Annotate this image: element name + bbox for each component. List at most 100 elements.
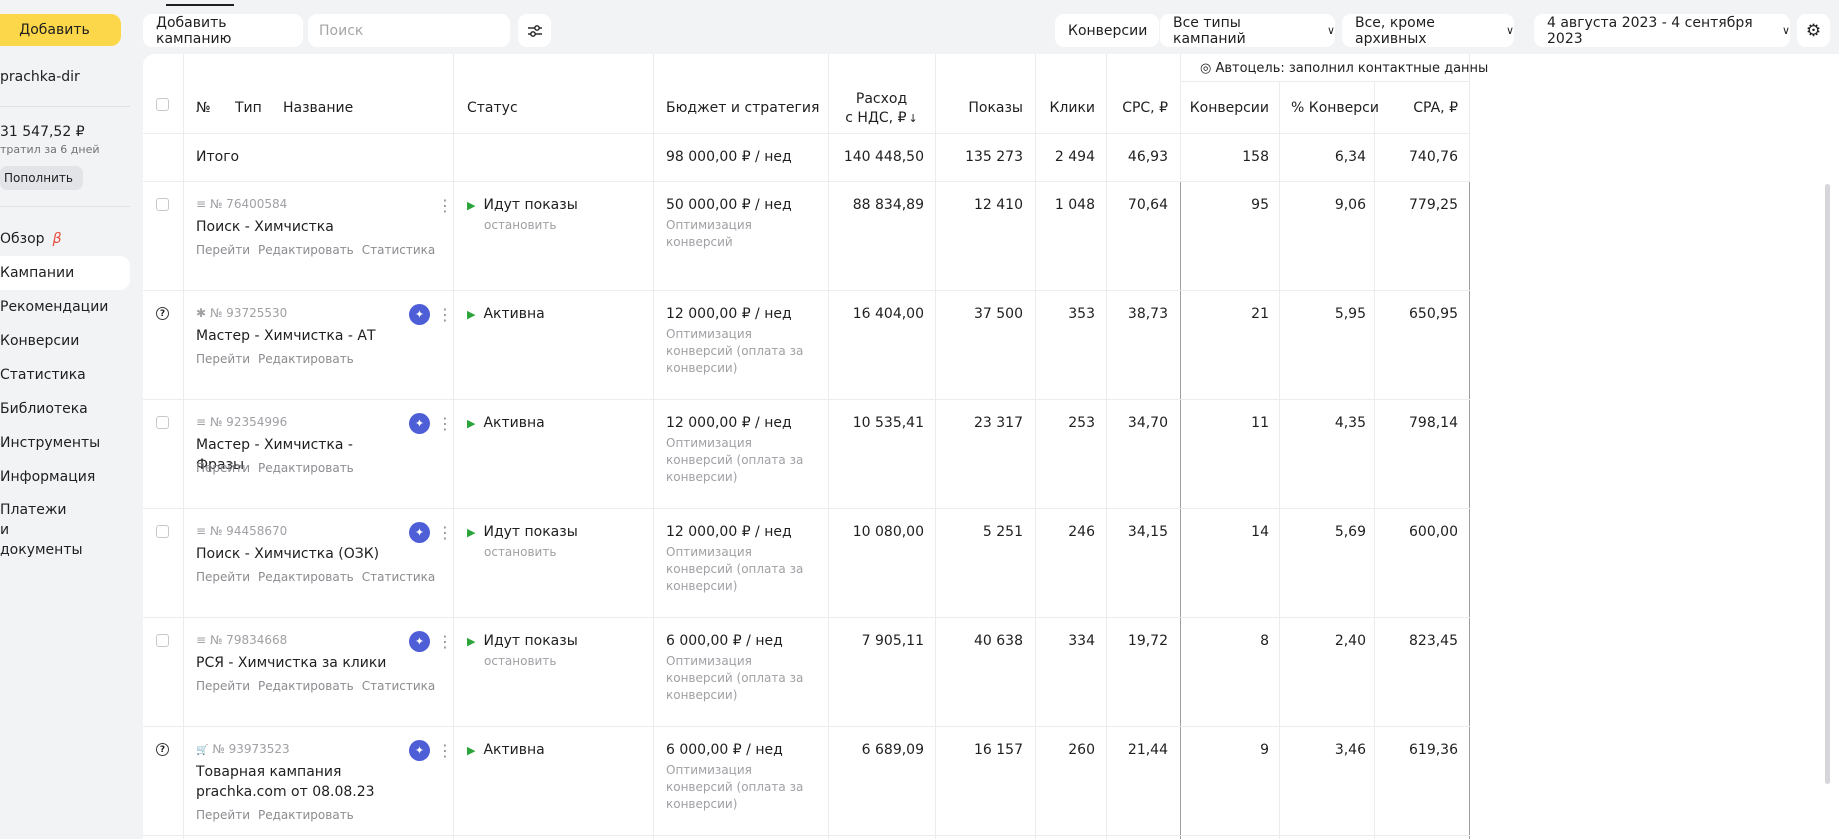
campaign-id[interactable]: ≡ № 76400584	[196, 197, 288, 211]
select-all-checkbox[interactable]	[156, 98, 169, 111]
campaign-name[interactable]: Товарная кампания prachka.com от 08.08.2…	[196, 764, 375, 800]
row-divider	[143, 399, 1470, 400]
filter-settings-button[interactable]	[518, 14, 551, 47]
cell-cpa: 779,25	[1409, 197, 1458, 213]
campaign-strategy: Оптимизация конверсий (оплата за конверс…	[666, 436, 804, 484]
col-header-spend[interactable]: Расход с НДС, ₽ ↓	[843, 90, 920, 128]
sidebar-item-conversions[interactable]: Конверсии	[0, 324, 130, 358]
col-header-conversions[interactable]: Конверсии	[1189, 100, 1269, 116]
settings-button[interactable]: ⚙	[1797, 14, 1830, 47]
col-header-budget[interactable]: Бюджет и стратегия	[666, 100, 820, 116]
campaign-budget: 12 000,00 ₽ / нед	[666, 306, 792, 322]
campaign-name[interactable]: Поиск - Химчистка (ОЗК)	[196, 546, 380, 562]
link-edit[interactable]: Редактировать	[258, 679, 354, 693]
vertical-scrollbar[interactable]	[1825, 184, 1830, 784]
col-header-type[interactable]: Тип	[235, 100, 262, 116]
topup-button[interactable]: Пополнить	[0, 166, 83, 190]
autotargeting-badge-icon[interactable]: ✦	[409, 740, 430, 761]
autotargeting-badge-icon[interactable]: ✦	[409, 304, 430, 325]
chevron-down-icon: ∨	[1505, 24, 1514, 37]
more-options-icon[interactable]: ⋮	[437, 523, 453, 542]
autotargeting-badge-icon[interactable]: ✦	[409, 631, 430, 652]
campaign-id[interactable]: ≡ № 92354996	[196, 415, 288, 429]
help-icon[interactable]: ?	[156, 743, 169, 756]
campaign-id[interactable]: ≡ № 79834668	[196, 633, 288, 647]
conversions-toggle[interactable]: Конверсии	[1055, 14, 1159, 47]
search-input[interactable]: Поиск	[308, 14, 510, 47]
link-edit[interactable]: Редактировать	[258, 570, 354, 584]
autotargeting-badge-icon[interactable]: ✦	[409, 413, 430, 434]
more-options-icon[interactable]: ⋮	[437, 632, 453, 651]
cell-clicks: 253	[1068, 415, 1095, 431]
campaign-status: ▶ Активна	[467, 742, 545, 758]
col-header-conv-rate[interactable]: % Конверси	[1291, 100, 1379, 116]
autotargeting-badge-icon[interactable]: ✦	[409, 522, 430, 543]
more-options-icon[interactable]: ⋮	[437, 741, 453, 760]
column-divider	[1279, 81, 1280, 839]
chevron-down-icon: ∨	[1326, 24, 1335, 37]
campaign-types-dropdown[interactable]: Все типы кампаний ∨	[1160, 14, 1335, 47]
col-header-num[interactable]: №	[196, 100, 211, 116]
campaign-id[interactable]: ✱ № 93725530	[196, 306, 288, 320]
col-header-status[interactable]: Статус	[467, 100, 518, 116]
sidebar-item-statistics[interactable]: Статистика	[0, 358, 130, 392]
col-header-cpa[interactable]: CPA, ₽	[1413, 100, 1458, 116]
sidebar-item-campaigns[interactable]: Кампании	[0, 256, 130, 290]
col-header-impressions[interactable]: Показы	[968, 100, 1023, 116]
campaign-name[interactable]: Поиск - Химчистка	[196, 219, 334, 235]
row-divider	[143, 835, 1470, 836]
date-range-picker[interactable]: 4 августа 2023 - 4 сентября 2023 ∨	[1534, 14, 1790, 47]
row-checkbox[interactable]	[156, 634, 169, 647]
row-checkbox[interactable]	[156, 198, 169, 211]
cell-cpa: 600,00	[1409, 524, 1458, 540]
more-options-icon[interactable]: ⋮	[437, 196, 453, 215]
more-options-icon[interactable]: ⋮	[437, 414, 453, 433]
search-placeholder: Поиск	[319, 22, 364, 39]
sidebar-item-tools[interactable]: Инструменты	[0, 426, 130, 460]
add-button[interactable]: Добавить	[0, 14, 121, 46]
goal-header[interactable]: ◎ Автоцель: заполнил контактные данны	[1200, 61, 1489, 76]
campaign-name[interactable]: РСЯ - Химчистка за клики	[196, 655, 387, 671]
col-header-name[interactable]: Название	[283, 100, 354, 116]
campaign-name[interactable]: Мастер - Химчистка - Фразы	[196, 437, 353, 473]
sidebar-item-library[interactable]: Библиотека	[0, 392, 130, 426]
total-clicks: 2 494	[1054, 149, 1095, 165]
add-campaign-button[interactable]: Добавить кампанию	[143, 14, 303, 47]
row-checkbox[interactable]	[156, 525, 169, 538]
link-statistics[interactable]: Статистика	[361, 679, 436, 693]
link-open[interactable]: Перейти	[196, 461, 250, 475]
link-statistics[interactable]: Статистика	[361, 570, 436, 584]
total-cpc: 46,93	[1127, 149, 1168, 165]
stop-link[interactable]: остановить	[484, 545, 557, 559]
help-icon[interactable]: ?	[156, 307, 169, 320]
row-checkbox[interactable]	[156, 416, 169, 429]
stop-link[interactable]: остановить	[484, 218, 557, 232]
campaign-name[interactable]: Мастер - Химчистка - АТ	[196, 328, 376, 344]
more-options-icon[interactable]: ⋮	[437, 305, 453, 324]
cell-conversions: 11	[1251, 415, 1269, 431]
link-edit[interactable]: Редактировать	[258, 243, 354, 257]
cell-clicks: 260	[1068, 742, 1095, 758]
frozen-column-divider	[1469, 181, 1470, 839]
link-open[interactable]: Перейти	[196, 570, 250, 584]
link-open[interactable]: Перейти	[196, 808, 250, 822]
col-header-cpc[interactable]: CPC, ₽	[1122, 100, 1168, 116]
link-edit[interactable]: Редактировать	[258, 461, 354, 475]
sidebar-item-overview[interactable]: Обзор β	[0, 222, 130, 256]
link-edit[interactable]: Редактировать	[258, 352, 354, 366]
campaign-id[interactable]: ≡ № 94458670	[196, 524, 288, 538]
stop-link[interactable]: остановить	[484, 654, 557, 668]
link-edit[interactable]: Редактировать	[258, 808, 354, 822]
sidebar-item-payments[interactable]: Платежи и документы	[0, 494, 130, 558]
link-open[interactable]: Перейти	[196, 679, 250, 693]
sidebar-item-recommendations[interactable]: Рекомендации	[0, 290, 130, 324]
column-divider	[1374, 81, 1375, 839]
link-open[interactable]: Перейти	[196, 352, 250, 366]
link-statistics[interactable]: Статистика	[361, 243, 436, 257]
account-login[interactable]: prachka-dir	[0, 69, 80, 85]
archive-filter-dropdown[interactable]: Все, кроме архивных ∨	[1342, 14, 1514, 47]
col-header-clicks[interactable]: Клики	[1049, 100, 1095, 116]
campaign-id[interactable]: 🛒 № 93973523	[196, 742, 290, 756]
link-open[interactable]: Перейти	[196, 243, 250, 257]
sidebar-item-information[interactable]: Информация	[0, 460, 130, 494]
